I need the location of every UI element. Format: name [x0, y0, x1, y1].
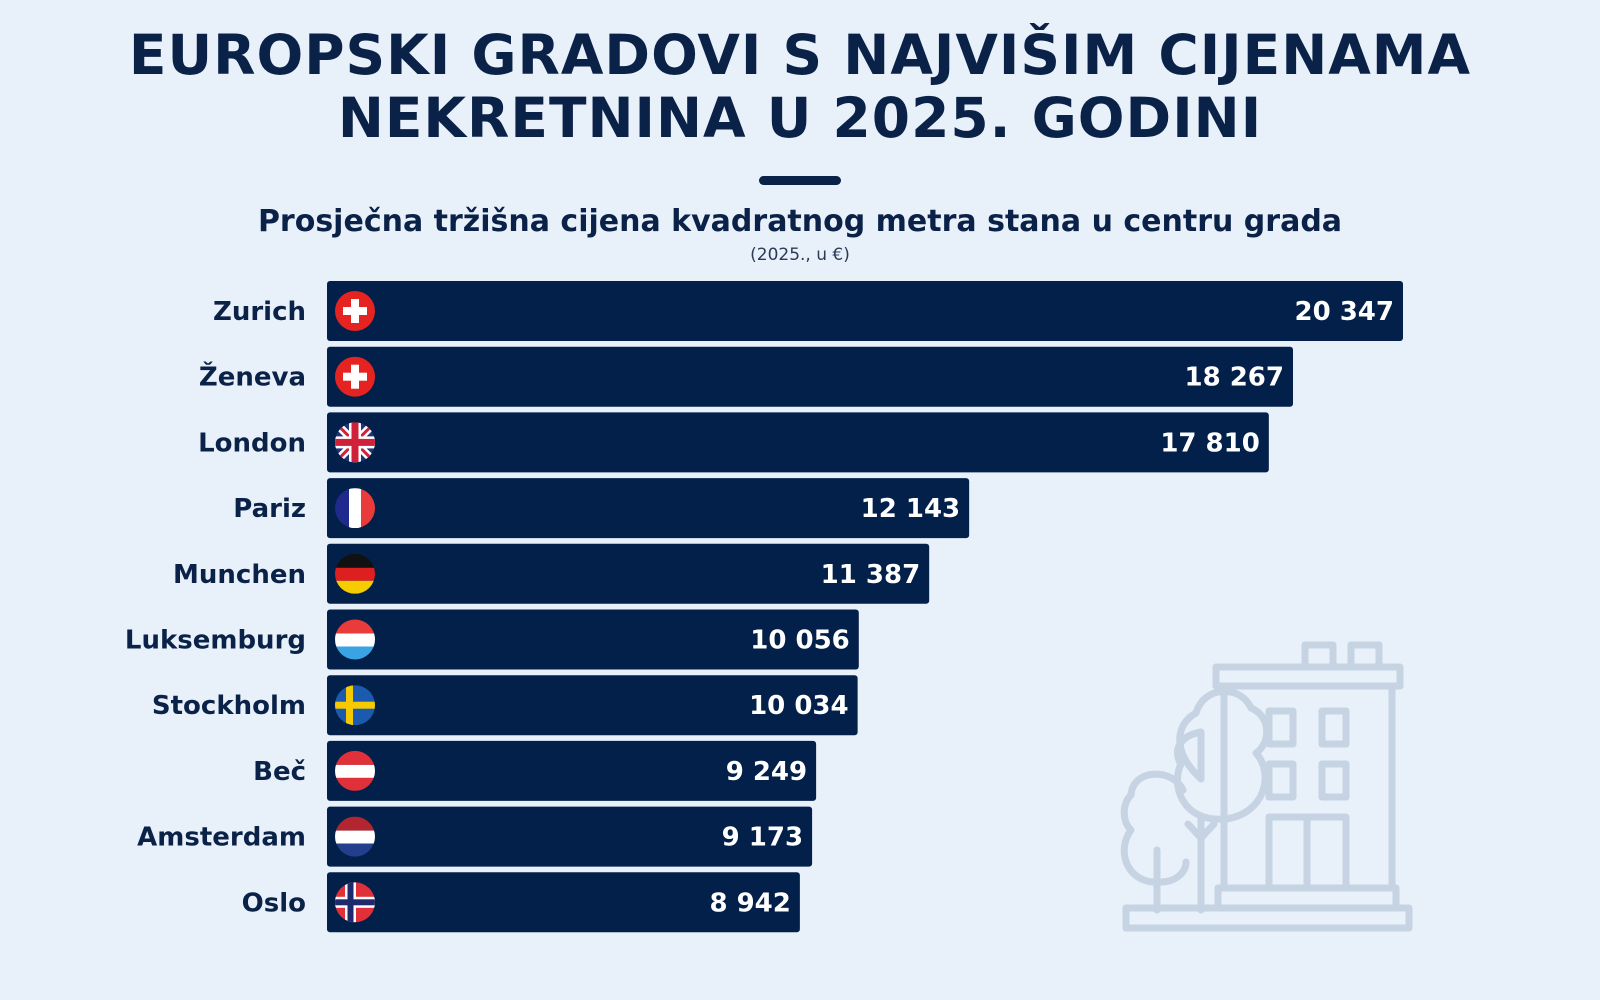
- bar-row: Stockholm 10 034: [152, 675, 858, 736]
- value-label: 10 034: [749, 691, 849, 721]
- switzerland-flag-icon: [335, 291, 375, 331]
- bar-row: Luksemburg 10 056: [125, 609, 859, 670]
- norway-flag-icon: [335, 882, 375, 923]
- bar-row: Oslo 8 942: [242, 872, 800, 933]
- value-label: 17 810: [1160, 428, 1260, 458]
- bar: [327, 675, 858, 736]
- bar-row: Munchen 11 387: [173, 543, 930, 604]
- bar-row: London 17 810: [198, 412, 1269, 473]
- chart-title: EUROPSKI GRADOVI S NAJVIŠIM CIJENAMA NEK…: [0, 24, 1600, 150]
- bar: [327, 478, 970, 539]
- bar-row: Zurich 20 347: [213, 281, 1403, 341]
- germany-flag-icon: [335, 553, 375, 594]
- value-label: 11 387: [821, 560, 921, 590]
- austria-flag-icon: [335, 750, 375, 791]
- bar-row: Beč 9 249: [253, 740, 817, 801]
- france-flag-icon: [335, 488, 375, 529]
- title-divider: [759, 176, 841, 185]
- bar-row: Ženeva 18 267: [199, 346, 1294, 407]
- luxembourg-flag-icon: [335, 619, 375, 660]
- category-label: London: [198, 428, 306, 458]
- category-label: Amsterdam: [137, 823, 306, 853]
- value-label: 12 143: [861, 494, 961, 524]
- value-label: 20 347: [1294, 297, 1394, 327]
- bar: [327, 543, 930, 604]
- bar-row: Pariz 12 143: [233, 478, 970, 539]
- bar: [327, 806, 813, 867]
- category-label: Munchen: [173, 560, 306, 590]
- category-label: Pariz: [233, 494, 306, 524]
- unit-note: (2025., u €): [750, 245, 850, 265]
- category-label: Stockholm: [152, 691, 306, 721]
- value-label: 8 942: [709, 888, 790, 918]
- category-label: Ženeva: [199, 361, 306, 393]
- value-label: 18 267: [1184, 363, 1284, 393]
- sweden-flag-icon: [335, 685, 375, 726]
- bar: [327, 412, 1269, 473]
- bar: [327, 872, 800, 933]
- chart-subtitle: Prosječna tržišna cijena kvadratnog metr…: [257, 204, 1343, 239]
- bar: [327, 346, 1294, 407]
- title-line-1: EUROPSKI GRADOVI S NAJVIŠIM CIJENAMA: [128, 23, 1472, 87]
- value-label: 9 173: [722, 823, 803, 853]
- value-label: 10 056: [750, 626, 850, 656]
- category-label: Luksemburg: [125, 626, 306, 656]
- category-label: Beč: [253, 757, 306, 787]
- category-label: Zurich: [213, 297, 306, 327]
- uk-flag-icon: [335, 422, 375, 463]
- building-icon: [1120, 641, 1413, 932]
- bar-row: Amsterdam 9 173: [137, 806, 813, 867]
- netherlands-flag-icon: [335, 816, 375, 857]
- category-label: Oslo: [242, 888, 306, 918]
- title-line-2: NEKRETNINA U 2025. GODINI: [337, 86, 1263, 150]
- bars-group: Zurich 20 347 Ženeva 18 267 London 17 810 Pari…: [125, 281, 1403, 933]
- bar: [327, 281, 1403, 341]
- bar: [327, 609, 859, 670]
- bar: [327, 740, 817, 801]
- value-label: 9 249: [726, 757, 807, 787]
- switzerland-flag-icon: [335, 356, 375, 397]
